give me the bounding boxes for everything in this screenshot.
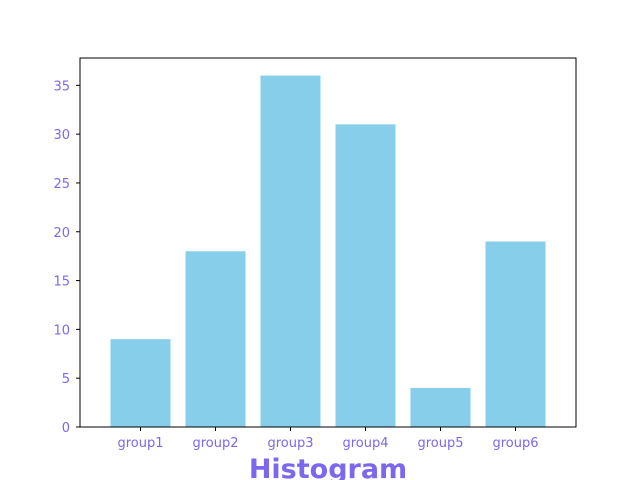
y-axis-ticks: 0 5 10 15 20 25 30 35 [53, 79, 80, 436]
y-tick-label: 20 [53, 226, 70, 241]
bar-group6 [485, 241, 546, 427]
bar-group4 [335, 124, 396, 427]
y-tick-label: 5 [62, 372, 70, 387]
x-axis-ticks: group1 group2 group3 group4 group5 group6 [117, 427, 539, 451]
y-tick-label: 0 [62, 421, 70, 436]
x-tick-label: group6 [492, 436, 538, 451]
x-tick-label: group4 [342, 436, 388, 451]
x-tick-label: group2 [192, 436, 238, 451]
chart-title: Histogram [249, 454, 407, 480]
y-tick-label: 15 [53, 275, 70, 290]
x-tick-label: group1 [117, 436, 163, 451]
bar-group1 [110, 339, 171, 427]
x-tick-label: group5 [417, 436, 463, 451]
bar-group2 [185, 251, 246, 427]
x-tick-label: group3 [267, 436, 313, 451]
y-tick-label: 30 [53, 128, 70, 143]
bars-group [110, 75, 546, 427]
bar-group3 [260, 75, 321, 427]
y-tick-label: 35 [53, 79, 70, 94]
y-tick-label: 25 [53, 177, 70, 192]
plot-frame [79, 57, 577, 428]
y-tick-label: 10 [53, 323, 70, 338]
bar-group5 [410, 387, 471, 427]
